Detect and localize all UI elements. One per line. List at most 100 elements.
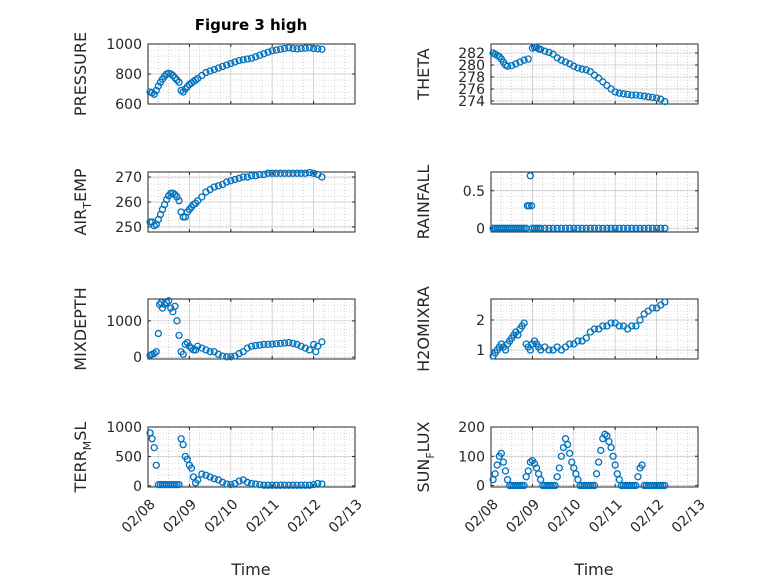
- data-point: [181, 340, 189, 349]
- y-tick-label: 200: [458, 420, 485, 436]
- data-point: [493, 461, 501, 469]
- y-axis-label: TERRMSL: [71, 422, 94, 494]
- data-point: [623, 90, 632, 99]
- data-point: [634, 473, 642, 481]
- data-point: [582, 66, 590, 74]
- data-point: [499, 458, 508, 466]
- data-point: [632, 224, 640, 232]
- data-point: [256, 170, 264, 179]
- y-axis-label: H2OMIXRA: [414, 286, 433, 372]
- data-point: [280, 169, 289, 177]
- data-point: [561, 224, 570, 232]
- data-point: [566, 340, 574, 348]
- data-point: [251, 172, 260, 180]
- data-point: [599, 224, 607, 232]
- data-point: [218, 352, 227, 360]
- data-point: [235, 174, 243, 182]
- data-point: [272, 481, 280, 489]
- data-point: [272, 169, 280, 177]
- data-point: [289, 169, 297, 177]
- data-point: [231, 58, 239, 66]
- data-point: [309, 169, 318, 177]
- y-tick-label: 276: [458, 82, 485, 98]
- data-point: [570, 62, 578, 70]
- data-point: [285, 481, 293, 489]
- data-point: [301, 44, 309, 52]
- data-point: [648, 93, 657, 102]
- data-point: [549, 50, 557, 58]
- data-point: [305, 44, 314, 52]
- data-point: [516, 58, 524, 66]
- y-axis-label-main: PRESSURE: [71, 32, 90, 116]
- axis-box: [490, 43, 699, 105]
- data-point: [520, 56, 528, 64]
- x-tick-label: 02/08: [119, 496, 159, 536]
- chart-panel-8: 0 100 200 02/08 02/09 02/10 02/11 02/12 02/13 SUN…: [414, 420, 709, 536]
- data-point: [301, 169, 309, 177]
- data-point: [276, 45, 285, 53]
- data-point: [235, 56, 243, 65]
- y-axis-label-suffix: SL: [71, 422, 90, 441]
- data-point: [305, 346, 314, 354]
- data-point: [223, 480, 231, 488]
- y-tick-label: 0: [476, 221, 485, 237]
- y-tick-label: 278: [458, 70, 485, 86]
- data-point: [497, 449, 506, 457]
- data-point: [652, 224, 661, 232]
- data-point: [150, 90, 158, 98]
- data-point: [553, 473, 561, 481]
- data-point: [289, 44, 297, 53]
- x-tick-label: 02/08: [462, 496, 502, 536]
- data-point: [563, 440, 572, 449]
- y-tick-label: 260: [115, 195, 142, 211]
- data-point: [615, 322, 623, 330]
- data-point: [185, 342, 194, 350]
- y-axis-label-suffix: EMP: [71, 168, 90, 202]
- y-tick-label: 800: [115, 67, 142, 83]
- y-tick-label: 0: [133, 350, 142, 366]
- data-point: [175, 480, 183, 489]
- data-point: [187, 344, 196, 352]
- data-point: [525, 202, 533, 210]
- data-point: [508, 61, 516, 70]
- data-point: [314, 342, 322, 350]
- y-axis-label-main: MIXDEPTH: [71, 287, 90, 370]
- chart-panel-4: 0 0.5 RAINFALL: [414, 165, 699, 240]
- data-point: [628, 91, 636, 99]
- data-point: [636, 224, 644, 232]
- x-tick-label: 02/09: [160, 496, 200, 536]
- data-point: [566, 449, 574, 457]
- data-point: [260, 170, 268, 179]
- data-point: [611, 224, 619, 232]
- data-point: [152, 461, 160, 469]
- data-point: [243, 344, 252, 352]
- series-markers: [489, 298, 669, 360]
- y-tick-label: 600: [115, 97, 142, 113]
- data-point: [256, 341, 264, 349]
- x-tick-label: 02/09: [503, 496, 543, 536]
- data-point: [202, 68, 210, 77]
- data-point: [611, 88, 619, 96]
- x-tick-label: 02/12: [627, 496, 667, 536]
- data-point: [293, 481, 301, 489]
- axis-box: [490, 171, 699, 233]
- data-point: [607, 319, 615, 327]
- data-point: [537, 45, 545, 54]
- data-point: [661, 298, 669, 306]
- data-point: [541, 224, 549, 232]
- data-point: [202, 471, 210, 479]
- data-point: [309, 44, 318, 53]
- data-point: [210, 475, 218, 483]
- data-point: [503, 62, 512, 70]
- data-point: [251, 53, 260, 61]
- series-markers: [489, 430, 669, 490]
- data-point: [619, 224, 628, 232]
- data-point: [586, 224, 595, 232]
- y-axis-label: RAINFALL: [414, 165, 433, 240]
- data-point: [524, 55, 532, 63]
- data-point: [652, 94, 661, 102]
- series-markers: [146, 297, 326, 361]
- data-point: [545, 346, 553, 354]
